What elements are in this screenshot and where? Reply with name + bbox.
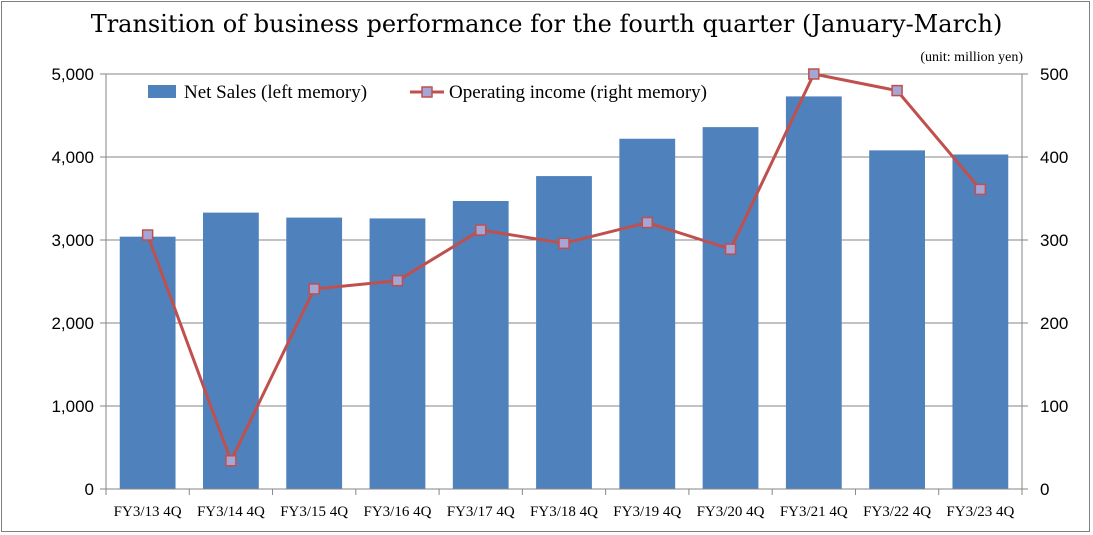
operating-income-marker xyxy=(308,283,320,295)
operating-income-marker xyxy=(641,216,654,229)
right-axis-tick-label: 200 xyxy=(1040,314,1068,333)
right-axis-tick-label: 100 xyxy=(1040,397,1068,416)
legend-net-sales-label: Net Sales (left memory) xyxy=(184,82,367,103)
category-label: FY3/19 4Q xyxy=(613,504,681,520)
net-sales-bar xyxy=(452,200,509,490)
right-axis-tick-label: 300 xyxy=(1040,231,1068,250)
left-axis-tick-label: 2,000 xyxy=(51,314,94,333)
operating-income-marker xyxy=(891,84,903,97)
net-sales-bar xyxy=(869,150,925,490)
net-sales-bar xyxy=(286,217,343,489)
operating-income-marker xyxy=(724,243,737,255)
unit-note: (unit: million yen) xyxy=(920,50,1023,65)
category-label: FY3/20 4Q xyxy=(697,504,765,520)
operating-income-marker xyxy=(141,229,154,241)
net-sales-bar xyxy=(536,176,592,489)
net-sales-bar xyxy=(952,154,1009,489)
net-sales-bar xyxy=(785,96,842,489)
net-sales-bar xyxy=(619,138,676,490)
category-label: FY3/23 4Q xyxy=(946,504,1014,520)
category-label: FY3/13 4Q xyxy=(114,504,182,520)
category-label: FY3/16 4Q xyxy=(363,504,431,520)
right-axis-tick-label: 400 xyxy=(1040,148,1068,167)
chart-title: Transition of business performance for t… xyxy=(90,10,1003,38)
legend-operating-income-marker xyxy=(421,86,433,98)
left-axis-tick-label: 3,000 xyxy=(51,231,94,250)
net-sales-bar xyxy=(203,212,259,490)
net-sales-bars xyxy=(119,96,1009,490)
category-label: FY3/21 4Q xyxy=(780,504,848,520)
left-axis-tick-label: 0 xyxy=(85,480,94,499)
tick-labels: 0 0 1,000 100 2,000 200 3,000 300 4,000 400 5,000 5… xyxy=(51,65,1068,520)
category-label: FY3/17 4Q xyxy=(447,504,515,520)
legend: Net Sales (left memory) Operating income … xyxy=(148,82,707,103)
right-axis-tick-label: 500 xyxy=(1040,65,1068,84)
legend-net-sales-swatch xyxy=(148,85,176,98)
category-label: FY3/18 4Q xyxy=(530,504,598,520)
operating-income-marker xyxy=(474,224,487,236)
left-axis-tick-label: 1,000 xyxy=(51,397,94,416)
left-axis-tick-label: 5,000 xyxy=(51,65,94,84)
operating-income-marker xyxy=(974,183,987,196)
operating-income-marker xyxy=(558,237,570,250)
category-label: FY3/22 4Q xyxy=(863,504,931,520)
legend-operating-income-label: Operating income (right memory) xyxy=(449,82,707,103)
operating-income-line xyxy=(141,68,987,467)
net-sales-bar xyxy=(119,236,176,489)
axes xyxy=(100,73,1028,495)
right-axis-tick-label: 0 xyxy=(1040,480,1049,499)
operating-income-marker xyxy=(391,274,404,287)
operating-income-marker xyxy=(808,68,820,80)
category-label: FY3/14 4Q xyxy=(197,504,265,520)
operating-income-marker xyxy=(225,455,237,467)
left-axis-tick-label: 4,000 xyxy=(51,148,94,167)
category-label: FY3/15 4Q xyxy=(280,504,348,520)
net-sales-bar xyxy=(702,127,759,490)
net-sales-bar xyxy=(369,218,426,490)
